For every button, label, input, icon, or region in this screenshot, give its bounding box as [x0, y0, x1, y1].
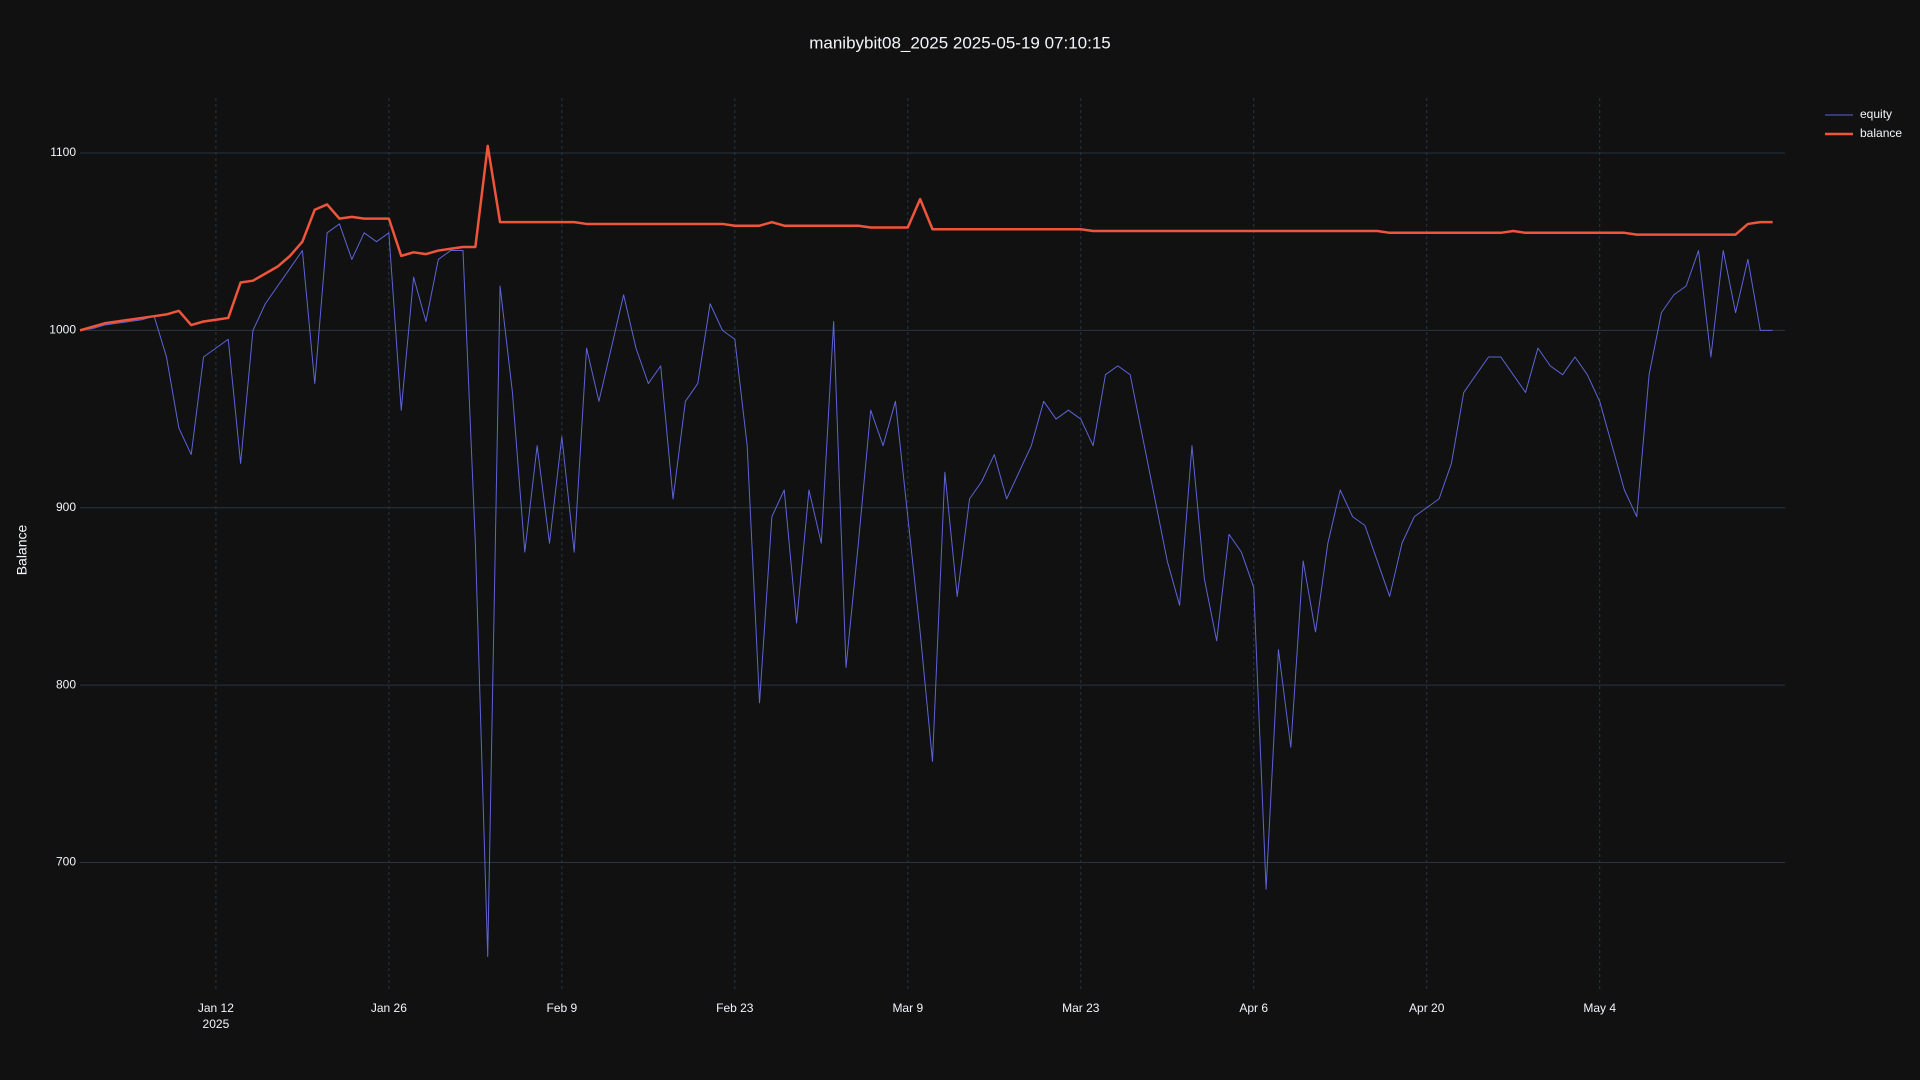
y-axis-title: Balance — [14, 524, 30, 575]
x-tick-label: May 4 — [1583, 1001, 1616, 1015]
series-line — [79, 144, 1773, 332]
x-tick-label: Mar 9 — [892, 1001, 923, 1015]
y-tick-label: 1000 — [49, 323, 76, 337]
x-tick-label: Apr 6 — [1239, 1001, 1268, 1015]
legend-label: equity — [1860, 107, 1892, 121]
y-tick-label: 700 — [56, 855, 76, 869]
chart-title: manibybit08_2025 2025-05-19 07:10:15 — [809, 33, 1111, 52]
x-tick-label: Jan 26 — [371, 1001, 407, 1015]
series-line — [79, 223, 1773, 958]
x-tick-label: Mar 23 — [1062, 1001, 1100, 1015]
x-tick-label: Jan 12 2025 — [198, 1001, 234, 1031]
legend-label: balance — [1860, 126, 1902, 140]
x-tick-label: Feb 23 — [716, 1001, 754, 1015]
x-tick-label: Apr 20 — [1409, 1001, 1445, 1015]
y-tick-label: 1100 — [50, 145, 76, 159]
x-tick-label: Feb 9 — [547, 1001, 578, 1015]
y-tick-label: 800 — [56, 677, 76, 691]
y-tick-label: 900 — [56, 500, 76, 514]
